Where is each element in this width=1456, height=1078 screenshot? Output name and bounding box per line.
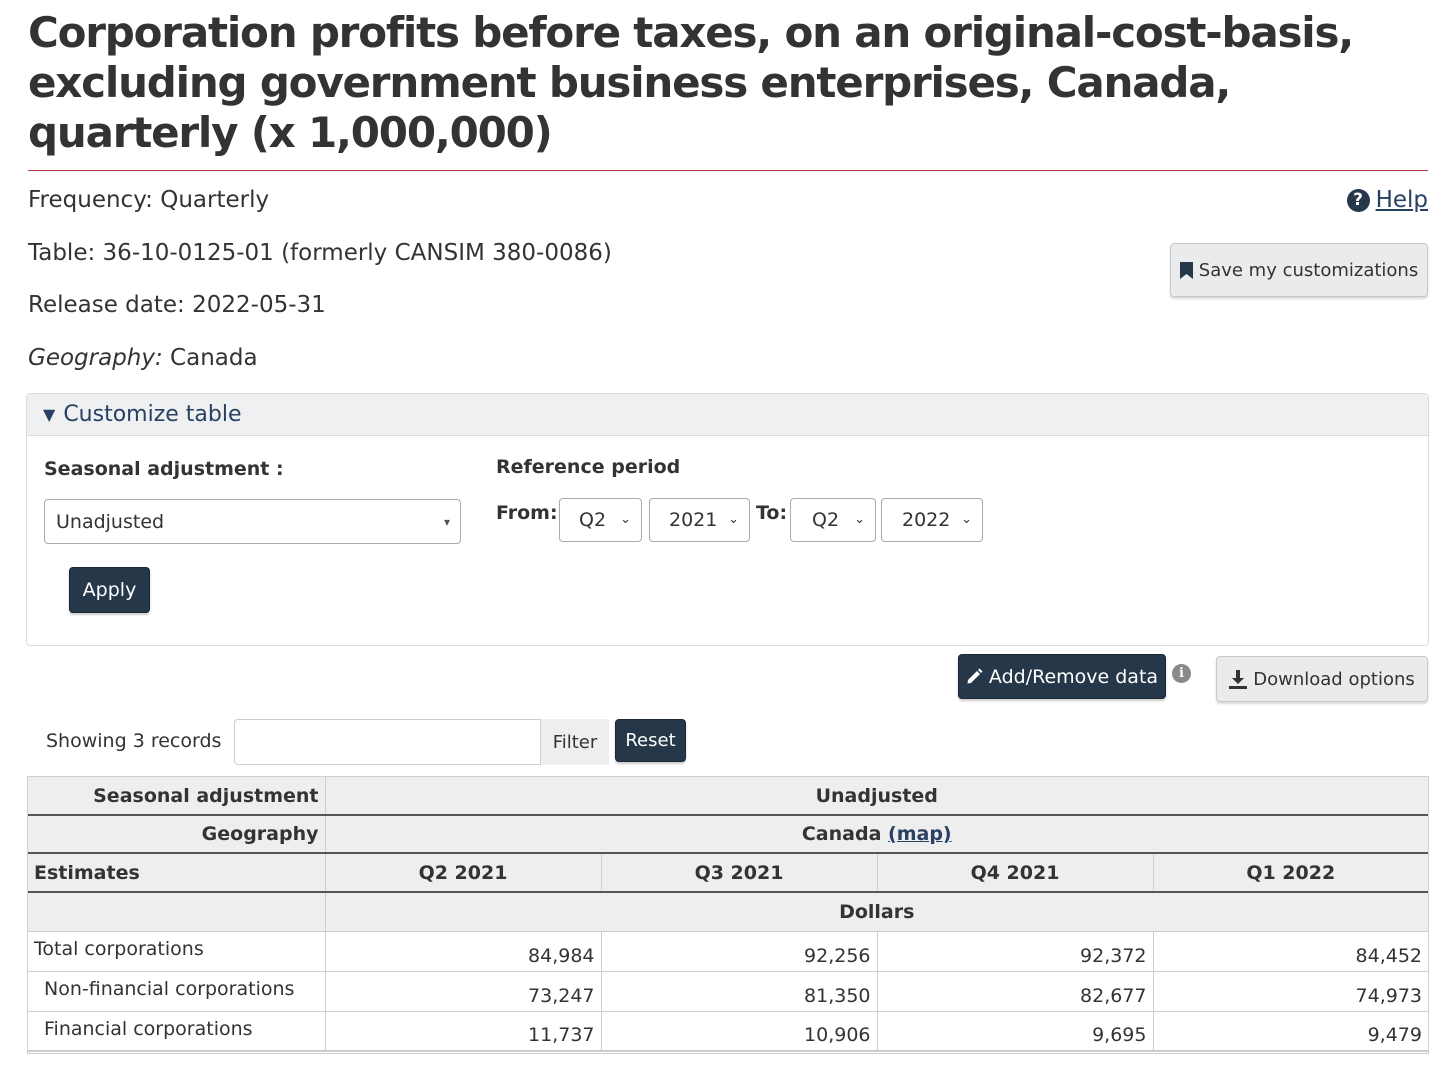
- table-value: 36-10-0125-01 (formerly CANSIM 380-0086): [102, 240, 612, 266]
- help-link[interactable]: ? Help: [1346, 187, 1428, 213]
- from-quarter-value: Q2: [579, 509, 607, 531]
- help-label: Help: [1375, 187, 1428, 213]
- page-title: Corporation profits before taxes, on an …: [28, 8, 1354, 157]
- frequency-line: Frequency: Quarterly: [28, 187, 269, 213]
- title-divider: [28, 170, 1428, 171]
- table-cell: 81,350: [601, 971, 878, 1012]
- column-header: Q2 2021: [325, 853, 602, 893]
- release-value: 2022-05-31: [192, 292, 326, 318]
- table-cell: 92,256: [601, 931, 878, 972]
- geography-label: Geography:: [28, 345, 163, 371]
- reference-period-label: Reference period: [496, 456, 681, 478]
- download-options-button[interactable]: Download options: [1216, 656, 1428, 702]
- table-cell: 9,479: [1153, 1011, 1428, 1052]
- data-table: Seasonal adjustment Unadjusted Geography…: [28, 777, 1428, 1052]
- save-customizations-button[interactable]: Save my customizations: [1170, 243, 1428, 297]
- download-icon: [1229, 669, 1248, 689]
- seasonal-adjustment-value: Unadjusted: [56, 510, 165, 533]
- map-link[interactable]: (map): [888, 823, 952, 845]
- table-cell: 11,737: [325, 1011, 602, 1052]
- units-row: Dollars: [28, 892, 1428, 932]
- geography-value: Canada: [170, 345, 258, 371]
- filter-input[interactable]: [234, 719, 541, 765]
- customize-table-label: Customize table: [63, 402, 242, 427]
- apply-button[interactable]: Apply: [69, 567, 150, 613]
- table-label: Table:: [28, 240, 96, 266]
- table-cell: 82,677: [877, 971, 1154, 1012]
- seasonal-header-row: Seasonal adjustment Unadjusted: [28, 777, 1428, 816]
- seasonal-adjustment-label: Seasonal adjustment :: [44, 458, 284, 480]
- table-row: Total corporations 84,984 92,256 92,372 …: [28, 931, 1428, 972]
- units-label: Dollars: [325, 892, 1428, 932]
- column-header: Q3 2021: [601, 853, 878, 893]
- customize-table-toggle[interactable]: ▼ Customize table: [27, 394, 1428, 436]
- units-blank-cell: [28, 892, 326, 932]
- table-row: Financial corporations 11,737 10,906 9,6…: [28, 1011, 1428, 1052]
- table-cell: 92,372: [877, 931, 1154, 972]
- table-cell: 10,906: [601, 1011, 878, 1052]
- table-id-line: Table: 36-10-0125-01 (formerly CANSIM 38…: [28, 240, 612, 266]
- table-row: Non-financial corporations 73,247 81,350…: [28, 971, 1428, 1012]
- to-quarter-select[interactable]: Q2 ⌄: [790, 498, 876, 542]
- to-year-select[interactable]: 2022 ⌄: [881, 498, 983, 542]
- download-options-label: Download options: [1253, 668, 1415, 690]
- dropdown-caret-icon: ▾: [443, 514, 450, 529]
- to-label: To:: [756, 502, 788, 524]
- from-year-value: 2021: [669, 509, 718, 531]
- from-year-select[interactable]: 2021 ⌄: [649, 498, 750, 542]
- table-cell: 84,452: [1153, 931, 1428, 972]
- seasonal-adjustment-select[interactable]: Unadjusted ▾: [44, 499, 461, 544]
- chevron-down-icon: ⌄: [854, 511, 865, 527]
- add-remove-data-button[interactable]: Add/Remove data: [958, 654, 1166, 699]
- table-cell: 9,695: [877, 1011, 1154, 1052]
- table-cell: 73,247: [325, 971, 602, 1012]
- bookmark-icon: [1179, 261, 1193, 279]
- period-header-row: Estimates Q2 2021 Q3 2021 Q4 2021 Q1 202…: [28, 853, 1428, 893]
- geography-row-header: Geography: [28, 815, 326, 854]
- column-header: Q1 2022: [1153, 853, 1428, 893]
- table-cell: 74,973: [1153, 971, 1428, 1012]
- to-year-value: 2022: [902, 509, 951, 531]
- pencil-icon: [967, 668, 983, 684]
- row-label: Financial corporations: [28, 1011, 326, 1052]
- showing-records-text: Showing 3 records: [46, 730, 222, 752]
- chevron-down-icon: ⌄: [728, 511, 739, 527]
- triangle-down-icon: ▼: [43, 405, 56, 424]
- reset-button[interactable]: Reset: [615, 719, 686, 762]
- chevron-down-icon: ⌄: [620, 511, 631, 527]
- customize-table-panel: ▼ Customize table: [26, 393, 1429, 646]
- geography-header-value: Canada: [801, 823, 882, 845]
- question-circle-icon: ?: [1346, 188, 1370, 212]
- geography-line: Geography: Canada: [28, 345, 258, 371]
- row-label: Total corporations: [28, 931, 326, 972]
- seasonal-row-header: Seasonal adjustment: [28, 777, 326, 816]
- estimates-header: Estimates: [28, 853, 326, 893]
- release-label: Release date:: [28, 292, 185, 318]
- frequency-value: Quarterly: [160, 187, 270, 213]
- filter-label: Filter: [541, 719, 609, 765]
- frequency-label: Frequency:: [28, 187, 153, 213]
- to-quarter-value: Q2: [812, 509, 840, 531]
- from-label: From:: [496, 502, 558, 524]
- info-icon[interactable]: i: [1172, 664, 1191, 683]
- save-customizations-label: Save my customizations: [1198, 259, 1419, 281]
- row-label: Non-financial corporations: [28, 971, 326, 1012]
- release-date-line: Release date: 2022-05-31: [28, 292, 326, 318]
- from-quarter-select[interactable]: Q2 ⌄: [559, 498, 642, 542]
- table-cell: 84,984: [325, 931, 602, 972]
- column-header: Q4 2021: [877, 853, 1154, 893]
- seasonal-header-value: Unadjusted: [325, 777, 1428, 816]
- geography-header-cell: Canada (map): [325, 815, 1428, 854]
- add-remove-data-label: Add/Remove data: [988, 665, 1159, 688]
- chevron-down-icon: ⌄: [961, 511, 972, 527]
- geography-header-row: Geography Canada (map): [28, 815, 1428, 854]
